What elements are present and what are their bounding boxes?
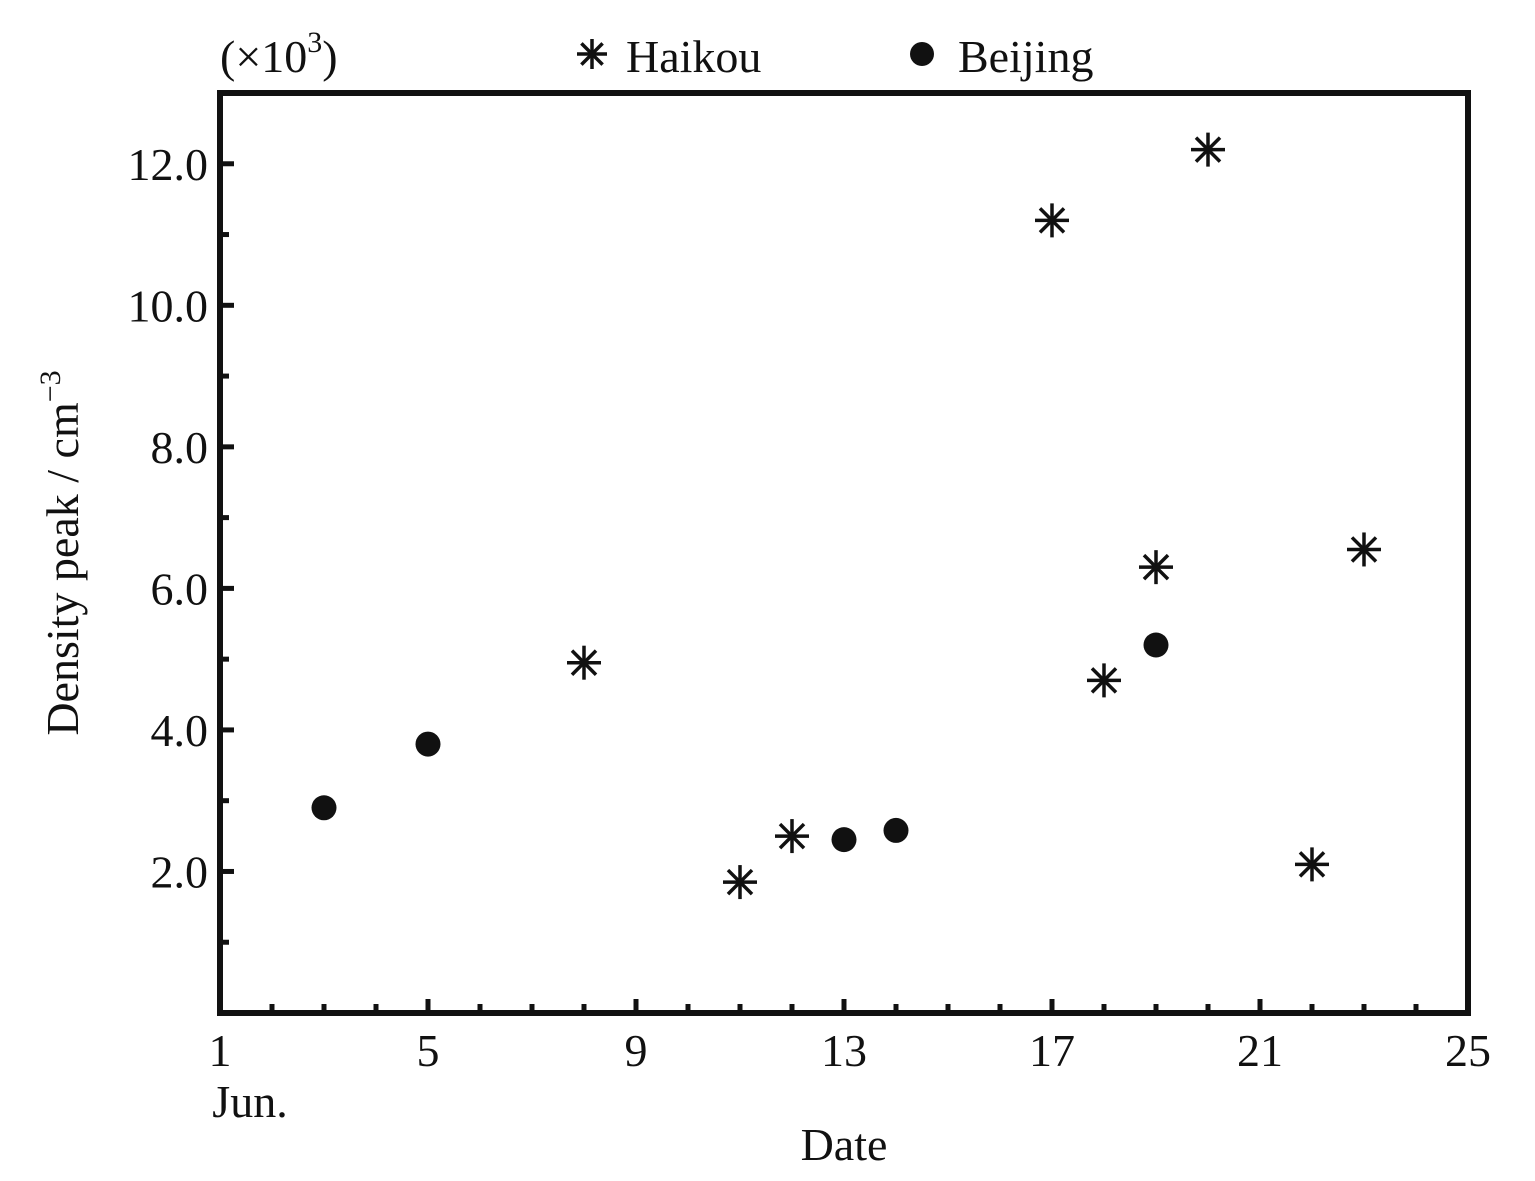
y-axis-label-exponent: −3 [34,370,67,402]
point-haikou [1139,550,1173,585]
point-haikou [567,645,601,680]
y-tick-labels: 2.0 4.0 6.0 8.0 10.0 12.0 [128,139,209,898]
point-beijing [415,731,441,757]
y-axis-label: Density peak / cm−3 [34,370,88,735]
axis-ticks [220,161,1419,1013]
x-tick-label: 17 [1029,1025,1075,1076]
x-axis-label: Date [801,1119,888,1170]
asterisk-glyph [577,39,607,69]
filled-circle-icon [910,42,934,66]
data-marks [311,132,1381,900]
point-beijing [831,827,857,853]
point-beijing [311,795,337,821]
point-beijing [883,817,909,843]
x-tick-label: 13 [821,1025,867,1076]
point-haikou [1295,847,1329,882]
x-tick-label: 25 [1445,1025,1491,1076]
point-haikou [723,865,757,900]
legend-label-haikou: Haikou [626,31,761,82]
y-tick-label: 6.0 [151,563,209,614]
legend-label-beijing: Beijing [958,31,1093,82]
point-haikou [775,819,809,854]
point-beijing [1143,632,1169,658]
x-first-sublabel: Jun. [212,1076,287,1127]
point-haikou [1191,132,1225,167]
y-tick-label: 4.0 [151,705,209,756]
y-tick-label: 12.0 [128,139,209,190]
axis-multiplier: (×103) [220,26,338,82]
y-tick-label: 8.0 [151,422,209,473]
axis-multiplier-base: (×10 [220,31,307,82]
x-tick-label: 21 [1237,1025,1283,1076]
axis-multiplier-close: ) [322,31,337,82]
x-tick-label: 9 [625,1025,648,1076]
axis-multiplier-exponent: 3 [307,26,322,59]
legend: Haikou Beijing [577,31,1093,82]
asterisk-icon [577,39,607,69]
x-tick-labels: 1 5 9 13 17 21 25 [209,1025,1492,1076]
y-axis-label-main: Density peak / cm [37,402,88,736]
point-haikou [1347,532,1381,567]
y-tick-label: 2.0 [151,846,209,897]
x-tick-label: 1 [209,1025,232,1076]
point-haikou [1035,203,1069,238]
x-tick-label: 5 [417,1025,440,1076]
point-haikou [1087,663,1121,698]
y-tick-label: 10.0 [128,280,209,331]
plot-frame [217,90,1471,1016]
